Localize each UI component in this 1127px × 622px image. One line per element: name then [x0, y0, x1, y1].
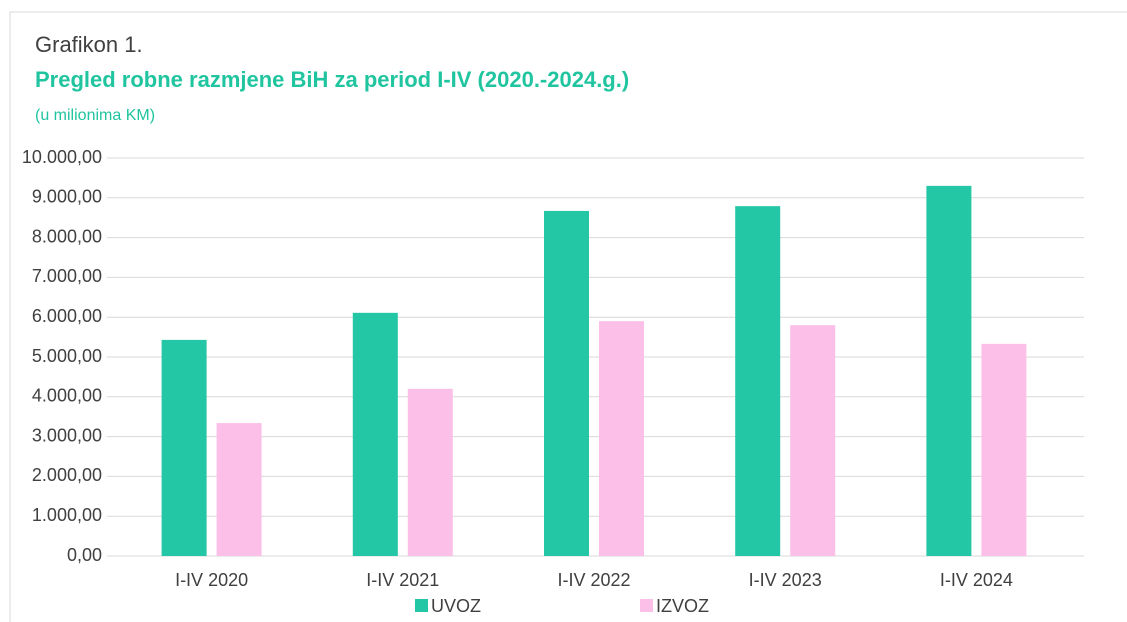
y-tick-label: 6.000,00 [32, 306, 102, 326]
y-tick-label: 9.000,00 [32, 187, 102, 207]
x-tick-label: I-IV 2024 [940, 570, 1013, 590]
y-tick-label: 3.000,00 [32, 425, 102, 445]
y-tick-label: 8.000,00 [32, 226, 102, 246]
legend-swatch [415, 599, 428, 612]
bar [352, 312, 398, 556]
bar [926, 185, 972, 557]
x-tick-label: I-IV 2022 [557, 570, 630, 590]
chart-title: Pregled robne razmjene BiH za period I-I… [35, 67, 629, 92]
chart-subtitle: (u milionima KM) [35, 107, 155, 124]
chart-label: Grafikon 1. [35, 32, 143, 57]
legend-label: UVOZ [431, 596, 481, 616]
bar [599, 321, 644, 556]
y-tick-label: 10.000,00 [22, 147, 102, 167]
bar [407, 388, 453, 556]
y-tick-label: 1.000,00 [32, 505, 102, 525]
bar [216, 423, 262, 556]
bar [735, 206, 781, 556]
y-tick-label: 0,00 [67, 545, 102, 565]
legend-swatch [640, 599, 653, 612]
y-tick-label: 2.000,00 [32, 465, 102, 485]
x-tick-label: I-IV 2021 [366, 570, 439, 590]
y-tick-label: 4.000,00 [32, 386, 102, 406]
bar [544, 210, 589, 556]
bar [161, 339, 207, 556]
x-tick-label: I-IV 2023 [749, 570, 822, 590]
y-tick-label: 5.000,00 [32, 346, 102, 366]
x-tick-label: I-IV 2020 [175, 570, 248, 590]
legend-label: IZVOZ [656, 596, 709, 616]
y-tick-label: 7.000,00 [32, 266, 102, 286]
bar [981, 343, 1027, 556]
bar [790, 325, 836, 556]
frame [9, 11, 1127, 622]
